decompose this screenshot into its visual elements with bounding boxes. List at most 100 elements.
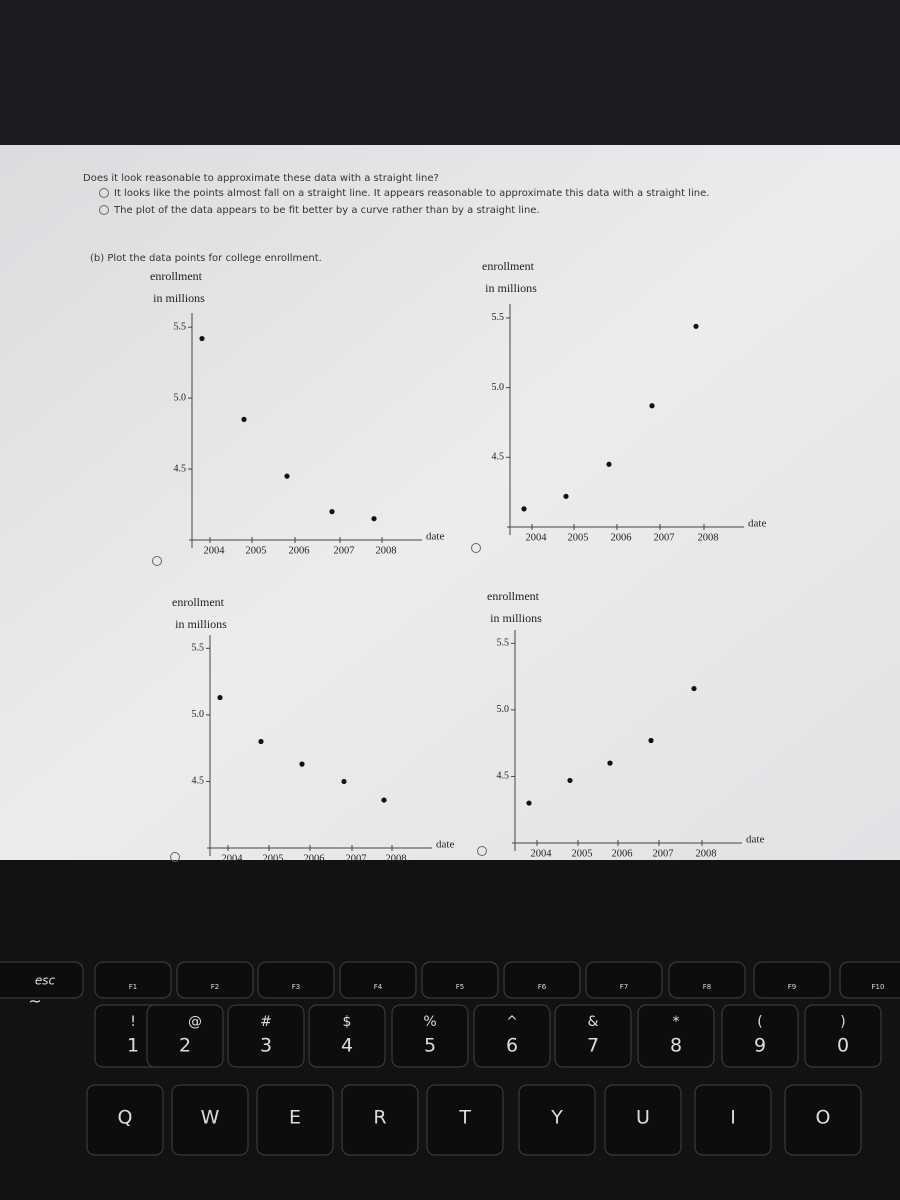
key-shift-label[interactable]: ( — [757, 1014, 762, 1030]
y-tick-label: 5.0 — [192, 709, 205, 720]
radio[interactable] — [152, 556, 162, 566]
key[interactable] — [637, 1004, 715, 1068]
key[interactable] — [391, 1004, 469, 1068]
key[interactable] — [308, 1004, 386, 1068]
key-label[interactable]: 5 — [424, 1035, 436, 1057]
key[interactable] — [604, 1084, 682, 1156]
key-label[interactable]: F9 — [788, 983, 796, 991]
key-label[interactable]: F7 — [620, 983, 628, 991]
key[interactable] — [839, 961, 900, 999]
key[interactable] — [421, 961, 499, 999]
key-shift-label[interactable]: & — [588, 1014, 599, 1030]
key[interactable] — [784, 1084, 862, 1156]
data-point — [241, 416, 247, 423]
x-tick-label: 2004 — [531, 848, 553, 859]
y-axis-label: enrollment — [482, 259, 535, 273]
key-label[interactable]: F5 — [456, 983, 464, 991]
key[interactable] — [473, 1004, 551, 1068]
key-label[interactable]: T — [458, 1107, 471, 1129]
key[interactable] — [146, 1004, 224, 1068]
key-label[interactable]: 4 — [341, 1035, 353, 1057]
data-point — [258, 738, 264, 745]
x-axis-label: date — [436, 839, 454, 851]
data-point — [217, 694, 223, 701]
key[interactable] — [256, 1084, 334, 1156]
key-shift-label[interactable]: ^ — [506, 1014, 518, 1030]
x-tick-label: 2007 — [346, 853, 367, 864]
data-point — [521, 506, 527, 512]
radio[interactable] — [170, 852, 180, 862]
key-shift-label[interactable]: # — [260, 1014, 272, 1030]
key-label[interactable]: I — [730, 1107, 736, 1129]
key[interactable] — [171, 1084, 249, 1156]
key[interactable] — [694, 1084, 772, 1156]
y-tick-label: 5.0 — [174, 392, 187, 403]
radio[interactable] — [99, 205, 109, 215]
key-label[interactable]: ~ — [28, 992, 41, 1011]
y-tick-label: 4.5 — [492, 452, 505, 463]
key[interactable] — [426, 1084, 504, 1156]
key[interactable] — [585, 961, 663, 999]
key-label[interactable]: F10 — [872, 983, 885, 991]
key-label[interactable]: E — [289, 1107, 301, 1129]
y-axis-sublabel: in millions — [485, 281, 537, 295]
key[interactable] — [503, 961, 581, 999]
key-shift-label[interactable]: ! — [130, 1014, 136, 1030]
key[interactable] — [753, 961, 831, 999]
key-label[interactable]: 3 — [260, 1035, 272, 1057]
x-axis-label: date — [746, 834, 764, 846]
x-tick-label: 2006 — [611, 532, 632, 543]
radio[interactable] — [471, 543, 481, 553]
key-label[interactable]: W — [201, 1107, 220, 1129]
key-label[interactable]: 2 — [179, 1035, 191, 1057]
key[interactable] — [0, 961, 84, 999]
key-label[interactable]: Q — [118, 1107, 133, 1129]
key[interactable] — [257, 961, 335, 999]
option[interactable]: It looks like the points almost fall on … — [114, 188, 709, 199]
radio[interactable] — [477, 846, 487, 856]
key[interactable] — [518, 1084, 596, 1156]
key-label[interactable]: F3 — [292, 983, 300, 991]
key-shift-label[interactable]: @ — [188, 1014, 202, 1030]
key-label[interactable]: 0 — [837, 1035, 849, 1057]
key-label[interactable]: 8 — [670, 1035, 682, 1057]
key-label[interactable]: 7 — [587, 1035, 599, 1057]
key-label[interactable]: F8 — [703, 983, 711, 991]
key-shift-label[interactable]: % — [423, 1014, 436, 1030]
key-label[interactable]: esc — [35, 974, 56, 988]
key-label[interactable]: 9 — [754, 1035, 766, 1057]
key[interactable] — [227, 1004, 305, 1068]
key-label[interactable]: F1 — [129, 983, 137, 991]
key-label[interactable]: F4 — [374, 983, 383, 991]
key-label[interactable]: O — [816, 1107, 831, 1129]
data-point — [199, 335, 205, 342]
key-label[interactable]: U — [636, 1107, 650, 1129]
x-tick-label: 2006 — [304, 853, 325, 864]
key[interactable] — [554, 1004, 632, 1068]
key-shift-label[interactable]: ) — [840, 1014, 845, 1030]
key[interactable] — [176, 961, 254, 999]
data-point — [329, 509, 335, 515]
bezel — [0, 0, 900, 150]
key-label[interactable]: F2 — [211, 983, 219, 991]
key-label[interactable]: F6 — [538, 983, 547, 991]
key-shift-label[interactable]: $ — [343, 1014, 352, 1030]
option[interactable]: The plot of the data appears to be fit b… — [113, 205, 540, 216]
radio[interactable] — [99, 188, 109, 198]
key-label[interactable]: Y — [550, 1107, 563, 1129]
key[interactable] — [804, 1004, 882, 1068]
key[interactable] — [339, 961, 417, 999]
x-axis-label: date — [426, 531, 444, 543]
key[interactable] — [721, 1004, 799, 1068]
key[interactable] — [86, 1084, 164, 1156]
key-label[interactable]: 6 — [506, 1035, 518, 1057]
key-shift-label[interactable]: * — [673, 1014, 680, 1030]
key-label[interactable]: R — [373, 1107, 386, 1129]
key[interactable] — [341, 1084, 419, 1156]
y-axis-label: enrollment — [487, 589, 540, 603]
y-tick-label: 5.5 — [174, 321, 187, 332]
key[interactable] — [94, 961, 172, 999]
key-label[interactable]: 1 — [127, 1035, 139, 1057]
key[interactable] — [668, 961, 746, 999]
